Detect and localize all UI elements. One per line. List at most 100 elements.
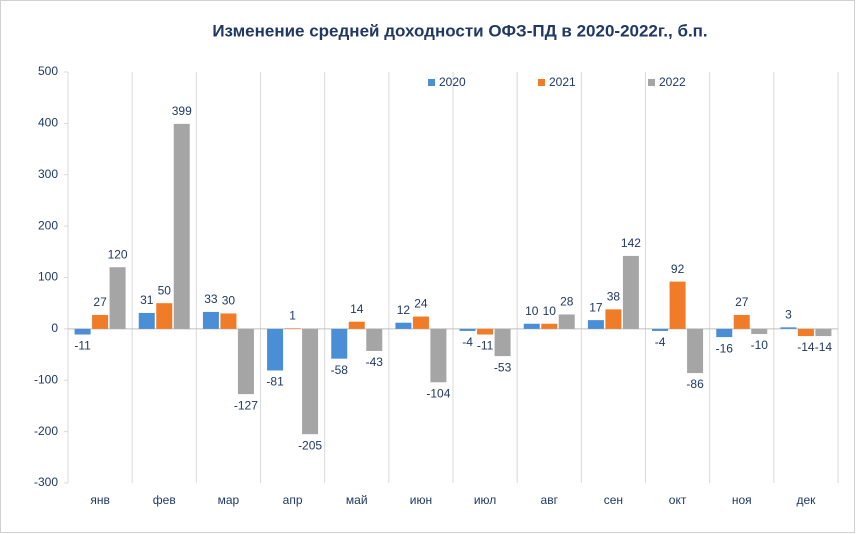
- bar: [202, 311, 219, 329]
- bar: [587, 320, 604, 329]
- y-tick-label: 200: [38, 218, 58, 232]
- data-label: -11: [74, 339, 91, 353]
- bar: [605, 309, 622, 329]
- bar: [395, 322, 412, 329]
- bar: [523, 323, 540, 329]
- bar: [331, 328, 348, 359]
- x-tick-label: июн: [410, 493, 432, 507]
- bar: [237, 328, 254, 395]
- bar: [477, 328, 494, 335]
- legend-label: 2021: [549, 75, 576, 89]
- legend-label: 2022: [659, 75, 686, 89]
- chart-title: Изменение средней доходности ОФЗ-ПД в 20…: [212, 21, 707, 40]
- bar: [156, 303, 173, 329]
- data-label: 142: [621, 236, 641, 250]
- data-label: 12: [397, 303, 411, 317]
- bar: [284, 328, 301, 329]
- y-tick-label: -300: [34, 475, 58, 489]
- data-label: 31: [140, 293, 154, 307]
- data-label: 14: [350, 302, 364, 316]
- bar: [797, 328, 814, 337]
- bar: [558, 314, 575, 329]
- data-label: 92: [671, 262, 685, 276]
- y-tick-label: 400: [38, 116, 58, 130]
- data-label: 3: [785, 308, 792, 322]
- data-label: -10: [751, 338, 769, 352]
- legend-label: 2020: [439, 75, 466, 89]
- x-tick-label: сен: [604, 493, 623, 507]
- x-tick-label: ноя: [732, 493, 752, 507]
- data-label: 1: [289, 309, 296, 323]
- x-tick-label: фев: [153, 493, 176, 507]
- legend-swatch: [648, 79, 655, 86]
- bar: [366, 328, 383, 351]
- data-label: 33: [204, 292, 218, 306]
- y-tick-label: 100: [38, 270, 58, 284]
- x-tick-label: янв: [90, 493, 110, 507]
- bar: [267, 328, 284, 371]
- data-label: -4: [462, 335, 473, 349]
- bar: [109, 267, 126, 329]
- bar: [622, 255, 639, 329]
- y-tick-label: -100: [34, 372, 58, 386]
- data-label: 17: [589, 300, 603, 314]
- legend-swatch: [428, 79, 435, 86]
- data-label: -43: [366, 355, 384, 369]
- bar: [687, 328, 704, 374]
- bar: [74, 328, 91, 335]
- bar: [138, 312, 155, 329]
- data-label: -86: [686, 377, 704, 391]
- data-label: 27: [93, 295, 107, 309]
- bar: [348, 321, 365, 329]
- x-tick-label: июл: [474, 493, 496, 507]
- data-label: -14: [815, 340, 833, 354]
- data-label: -127: [234, 398, 258, 412]
- x-tick-label: окт: [669, 493, 687, 507]
- x-tick-label: авг: [541, 493, 559, 507]
- data-label: -81: [266, 375, 284, 389]
- data-label: -53: [494, 360, 512, 374]
- data-label: -16: [716, 341, 734, 355]
- data-label: 24: [414, 297, 428, 311]
- bar: [302, 328, 319, 435]
- data-label: -104: [426, 386, 450, 400]
- bar: [669, 281, 686, 329]
- data-label: 399: [172, 104, 192, 118]
- legend-swatch: [538, 79, 545, 86]
- bar: [494, 328, 511, 357]
- x-tick-label: дек: [796, 493, 816, 507]
- data-label: 50: [158, 283, 172, 297]
- data-label: 28: [560, 295, 574, 309]
- y-tick-label: 500: [38, 64, 58, 78]
- y-tick-label: -200: [34, 424, 58, 438]
- bar: [412, 316, 429, 329]
- x-tick-label: апр: [283, 493, 303, 507]
- data-label: -205: [298, 438, 322, 452]
- bar: [541, 323, 558, 329]
- bar: [430, 328, 447, 383]
- data-label: 30: [222, 294, 236, 308]
- data-label: -14: [797, 340, 815, 354]
- bar: [751, 328, 768, 335]
- bar: [815, 328, 832, 337]
- data-label: -58: [331, 363, 349, 377]
- bar: [652, 328, 669, 331]
- bar: [733, 315, 750, 329]
- y-tick-label: 300: [38, 167, 58, 181]
- bar: [780, 327, 797, 329]
- bar: [173, 123, 190, 329]
- bar: [92, 315, 109, 329]
- bar: [716, 328, 733, 338]
- bar: [459, 328, 476, 331]
- data-label: 10: [543, 304, 557, 318]
- data-label: -4: [655, 335, 666, 349]
- x-tick-label: май: [346, 493, 368, 507]
- data-label: 38: [607, 290, 621, 304]
- y-tick-label: 0: [51, 321, 58, 335]
- data-label: -11: [477, 339, 494, 353]
- data-label: 10: [525, 304, 539, 318]
- x-tick-label: мар: [218, 493, 240, 507]
- data-label: 27: [735, 295, 749, 309]
